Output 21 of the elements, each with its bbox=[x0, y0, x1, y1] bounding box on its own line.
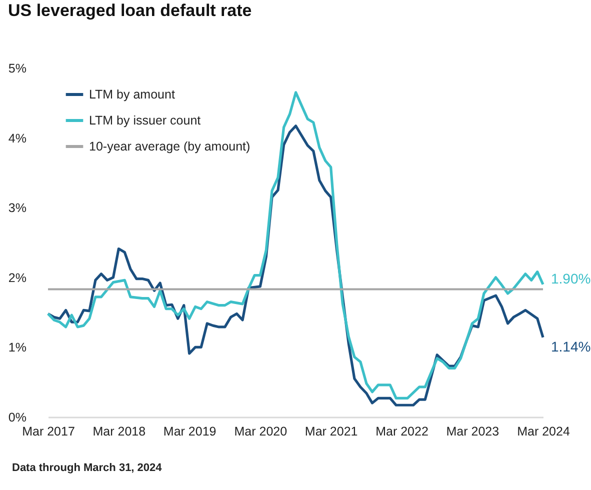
data-label: 1.14% bbox=[551, 338, 591, 354]
y-tick-label: 3% bbox=[8, 201, 26, 216]
x-tick-label: Mar 2018 bbox=[92, 424, 146, 438]
legend-label: 10-year average (by amount) bbox=[89, 140, 250, 154]
x-tick-label: Mar 2019 bbox=[163, 424, 216, 438]
x-tick-label: Mar 2022 bbox=[376, 424, 428, 438]
y-tick-label: 4% bbox=[8, 131, 26, 146]
chart-title: US leveraged loan default rate bbox=[8, 1, 252, 20]
y-tick-label: 2% bbox=[8, 270, 26, 285]
legend-label: LTM by amount bbox=[89, 88, 176, 102]
x-tick-label: Mar 2023 bbox=[446, 424, 500, 438]
data-label: 1.90% bbox=[551, 270, 591, 286]
x-tick-label: Mar 2021 bbox=[304, 424, 358, 438]
y-tick-label: 5% bbox=[8, 62, 26, 76]
text: Data through March 31, 2024 bbox=[12, 462, 162, 474]
x-tick-label: Mar 2020 bbox=[234, 424, 288, 438]
legend-label: LTM by issuer count bbox=[89, 114, 202, 128]
x-tick-label: Mar 2024 bbox=[517, 424, 570, 438]
y-tick-label: 1% bbox=[8, 340, 26, 355]
y-tick-label: 0% bbox=[8, 410, 26, 424]
x-tick-label: Mar 2017 bbox=[22, 424, 75, 438]
